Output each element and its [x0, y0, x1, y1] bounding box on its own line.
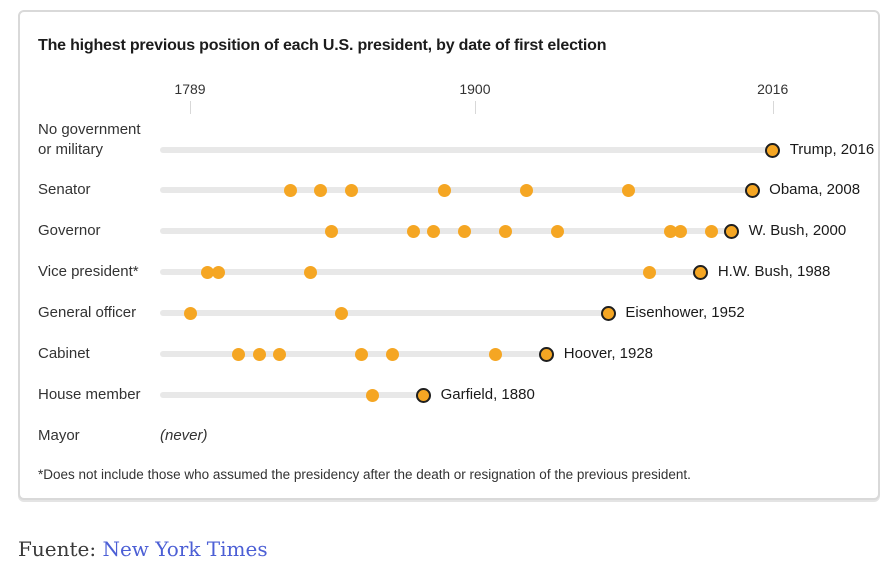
highlight-dot — [744, 182, 760, 198]
president-dot — [252, 347, 266, 361]
president-dot — [183, 306, 197, 320]
president-dot — [704, 224, 718, 238]
president-dot — [437, 183, 451, 197]
president-dot — [345, 183, 359, 197]
timeline-chart: 1789 1900 2016 No government or military Tru… — [20, 12, 878, 498]
highlight-dot — [765, 142, 781, 158]
category-label: Mayor — [38, 427, 80, 444]
highlight-dot — [416, 387, 432, 403]
president-label: Trump, 2016 — [789, 141, 875, 158]
president-dot — [386, 347, 400, 361]
category-label: Cabinet — [38, 345, 90, 362]
president-dot — [458, 224, 472, 238]
x-axis-tick — [474, 101, 476, 114]
highlight-dot — [724, 223, 740, 239]
president-dot — [211, 265, 225, 279]
president-dot — [663, 224, 677, 238]
president-label: Garfield, 1880 — [440, 386, 535, 403]
president-label: Hoover, 1928 — [563, 345, 654, 362]
president-label: Eisenhower, 1952 — [625, 304, 745, 321]
president-dot — [365, 388, 379, 402]
president-dot — [334, 306, 348, 320]
president-dot — [427, 224, 441, 238]
president-label: W. Bush, 2000 — [748, 222, 847, 239]
x-axis-label: 1789 — [174, 81, 206, 97]
president-dot — [314, 183, 328, 197]
president-dot — [488, 347, 502, 361]
chart-footnote: *Does not include those who assumed the … — [38, 467, 691, 482]
timeline-track — [160, 351, 551, 357]
president-dot — [499, 224, 513, 238]
source-prefix: Fuente: — [18, 537, 97, 561]
president-dot — [622, 183, 636, 197]
category-label: General officer — [38, 304, 137, 321]
category-label: No government or military — [38, 121, 141, 158]
source-line: Fuente: New York Times — [18, 536, 268, 562]
president-dot — [273, 347, 287, 361]
president-dot — [232, 347, 246, 361]
timeline-track — [160, 392, 428, 398]
highlight-dot — [693, 264, 709, 280]
chart-title: The highest previous position of each U.… — [38, 37, 607, 54]
timeline-track — [160, 147, 777, 153]
president-dot — [355, 347, 369, 361]
category-label: Senator — [38, 181, 91, 198]
x-axis-label: 1900 — [459, 81, 491, 97]
timeline-track — [160, 228, 736, 234]
highlight-dot — [539, 346, 555, 362]
category-label: Vice president* — [38, 263, 139, 280]
president-dot — [673, 224, 687, 238]
timeline-track — [160, 269, 705, 275]
president-label: H.W. Bush, 1988 — [717, 263, 831, 280]
president-dot — [324, 224, 338, 238]
category-label: Governor — [38, 222, 101, 239]
timeline-track — [160, 187, 757, 193]
source-link[interactable]: New York Times — [102, 537, 268, 561]
president-dot — [283, 183, 297, 197]
x-axis-label: 2016 — [757, 81, 789, 97]
x-axis-tick — [190, 101, 191, 114]
timeline-track — [160, 310, 613, 316]
president-dot — [406, 224, 420, 238]
president-label: Obama, 2008 — [769, 181, 861, 198]
x-axis-tick — [772, 101, 774, 114]
president-dot — [550, 224, 564, 238]
highlight-dot — [600, 305, 616, 321]
president-dot — [642, 265, 656, 279]
president-dot — [201, 265, 215, 279]
chart-card: The highest previous position of each U.… — [18, 10, 880, 500]
never-label: (never) — [160, 427, 208, 444]
president-dot — [304, 265, 318, 279]
president-dot — [519, 183, 533, 197]
category-label: House member — [38, 386, 141, 403]
